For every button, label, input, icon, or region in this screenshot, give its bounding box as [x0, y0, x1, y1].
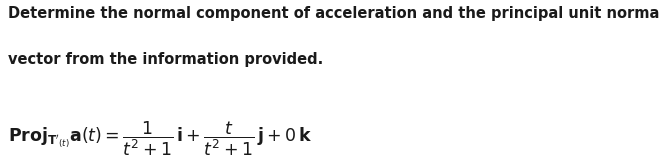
Text: vector from the information provided.: vector from the information provided.	[8, 52, 323, 67]
Text: $\mathbf{Proj}_{\mathbf{T}'_{(t)}}\mathbf{a}(t) = \dfrac{1}{t^{2}+1}\,\mathbf{i}: $\mathbf{Proj}_{\mathbf{T}'_{(t)}}\mathb…	[8, 119, 312, 157]
Text: Determine the normal component of acceleration and the principal unit normal: Determine the normal component of accele…	[8, 6, 660, 21]
